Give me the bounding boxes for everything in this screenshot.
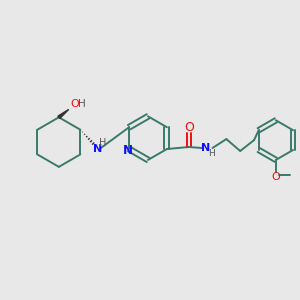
- Text: H: H: [99, 138, 107, 148]
- Polygon shape: [58, 110, 69, 118]
- Text: N: N: [201, 143, 210, 153]
- Text: O: O: [272, 172, 280, 182]
- Text: O: O: [70, 99, 79, 110]
- Text: H: H: [78, 99, 86, 110]
- Text: N: N: [92, 143, 102, 154]
- Text: H: H: [208, 149, 215, 158]
- Text: O: O: [184, 121, 194, 134]
- Text: N: N: [123, 143, 133, 157]
